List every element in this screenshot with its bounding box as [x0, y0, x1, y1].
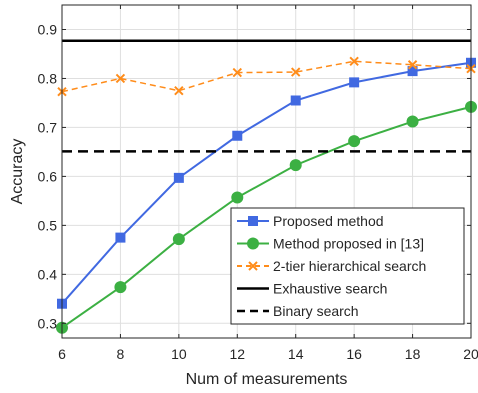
data-point-2-tier-hierarchical-search	[407, 60, 418, 70]
y-tick-label: 0.5	[38, 217, 58, 233]
data-point-proposed-method	[290, 95, 301, 106]
legend-box	[230, 207, 465, 325]
data-point-proposed-method	[407, 66, 418, 77]
data-point-proposed-method	[349, 77, 360, 88]
x-tick-label: 16	[346, 346, 362, 362]
y-axis-label: Accuracy	[9, 139, 26, 205]
data-point-2-tier-hierarchical-search	[349, 56, 359, 67]
legend-item-method-proposed-in-13: Method proposed in [13]	[237, 236, 424, 252]
legend: Proposed method Method proposed in [13] 2-…	[230, 207, 465, 325]
legend-item-2-tier-hierarchical-search: 2-tier hierarchical search	[237, 258, 426, 274]
legend-label-binary-search: Binary search	[273, 303, 359, 319]
x-axis-label: Num of measurements	[186, 371, 348, 388]
data-point-method-proposed-in-13	[231, 191, 244, 204]
x-tick-label: 8	[117, 346, 125, 362]
series-line-proposed-method	[61, 61, 472, 305]
x-tick-label: 18	[405, 346, 421, 362]
x-tick-label: 14	[288, 346, 304, 362]
data-point-2-tier-hierarchical-search	[232, 67, 242, 78]
legend-item-exhaustive-search: Exhaustive search	[237, 281, 387, 297]
x-tick-label: 6	[58, 346, 66, 362]
data-point-2-tier-hierarchical-search	[115, 73, 126, 84]
y-tick-label: 0.6	[38, 168, 58, 184]
y-tick-label: 0.8	[38, 70, 58, 86]
legend-label-method-proposed-in-13: Method proposed in [13]	[273, 236, 424, 252]
x-tick-label: 12	[229, 346, 245, 362]
legend-item-binary-search: Binary search	[237, 303, 359, 319]
x-tick-label: 10	[171, 346, 187, 362]
data-point-method-proposed-in-13	[348, 135, 361, 148]
legend-marker-2-tier-hierarchical-search	[248, 261, 258, 271]
plot-frame	[61, 4, 472, 339]
data-point-method-proposed-in-13	[114, 281, 127, 294]
legend-label-exhaustive-search: Exhaustive search	[273, 281, 387, 297]
data-point-2-tier-hierarchical-search	[174, 85, 184, 96]
y-tick-label: 0.9	[38, 21, 58, 37]
legend-marker-method-proposed-in-13	[247, 237, 259, 250]
y-tick-label: 0.4	[38, 266, 58, 282]
data-point-proposed-method	[173, 172, 184, 183]
legend-label-2-tier-hierarchical-search: 2-tier hierarchical search	[273, 258, 426, 274]
x-tick-label: 20	[463, 346, 478, 362]
data-point-method-proposed-in-13	[406, 115, 419, 128]
data-point-2-tier-hierarchical-search	[291, 67, 301, 77]
y-tick-label: 0.3	[38, 315, 58, 331]
legend-marker-proposed-method	[248, 216, 258, 226]
y-tick-label: 0.7	[38, 119, 58, 135]
axis-ticks: 6 8 10 12 14 16 18 20 0.3 0.4 0.5 0.6 0.7 0.8 0.9	[38, 5, 478, 362]
legend-item-proposed-method: Proposed method	[237, 213, 384, 229]
data-point-method-proposed-in-13	[172, 233, 185, 246]
data-point-proposed-method	[232, 130, 243, 141]
data-point-method-proposed-in-13	[289, 159, 302, 172]
data-point-proposed-method	[115, 232, 126, 243]
legend-label-proposed-method: Proposed method	[273, 213, 384, 229]
series-line-method-proposed-in-13	[61, 105, 472, 329]
